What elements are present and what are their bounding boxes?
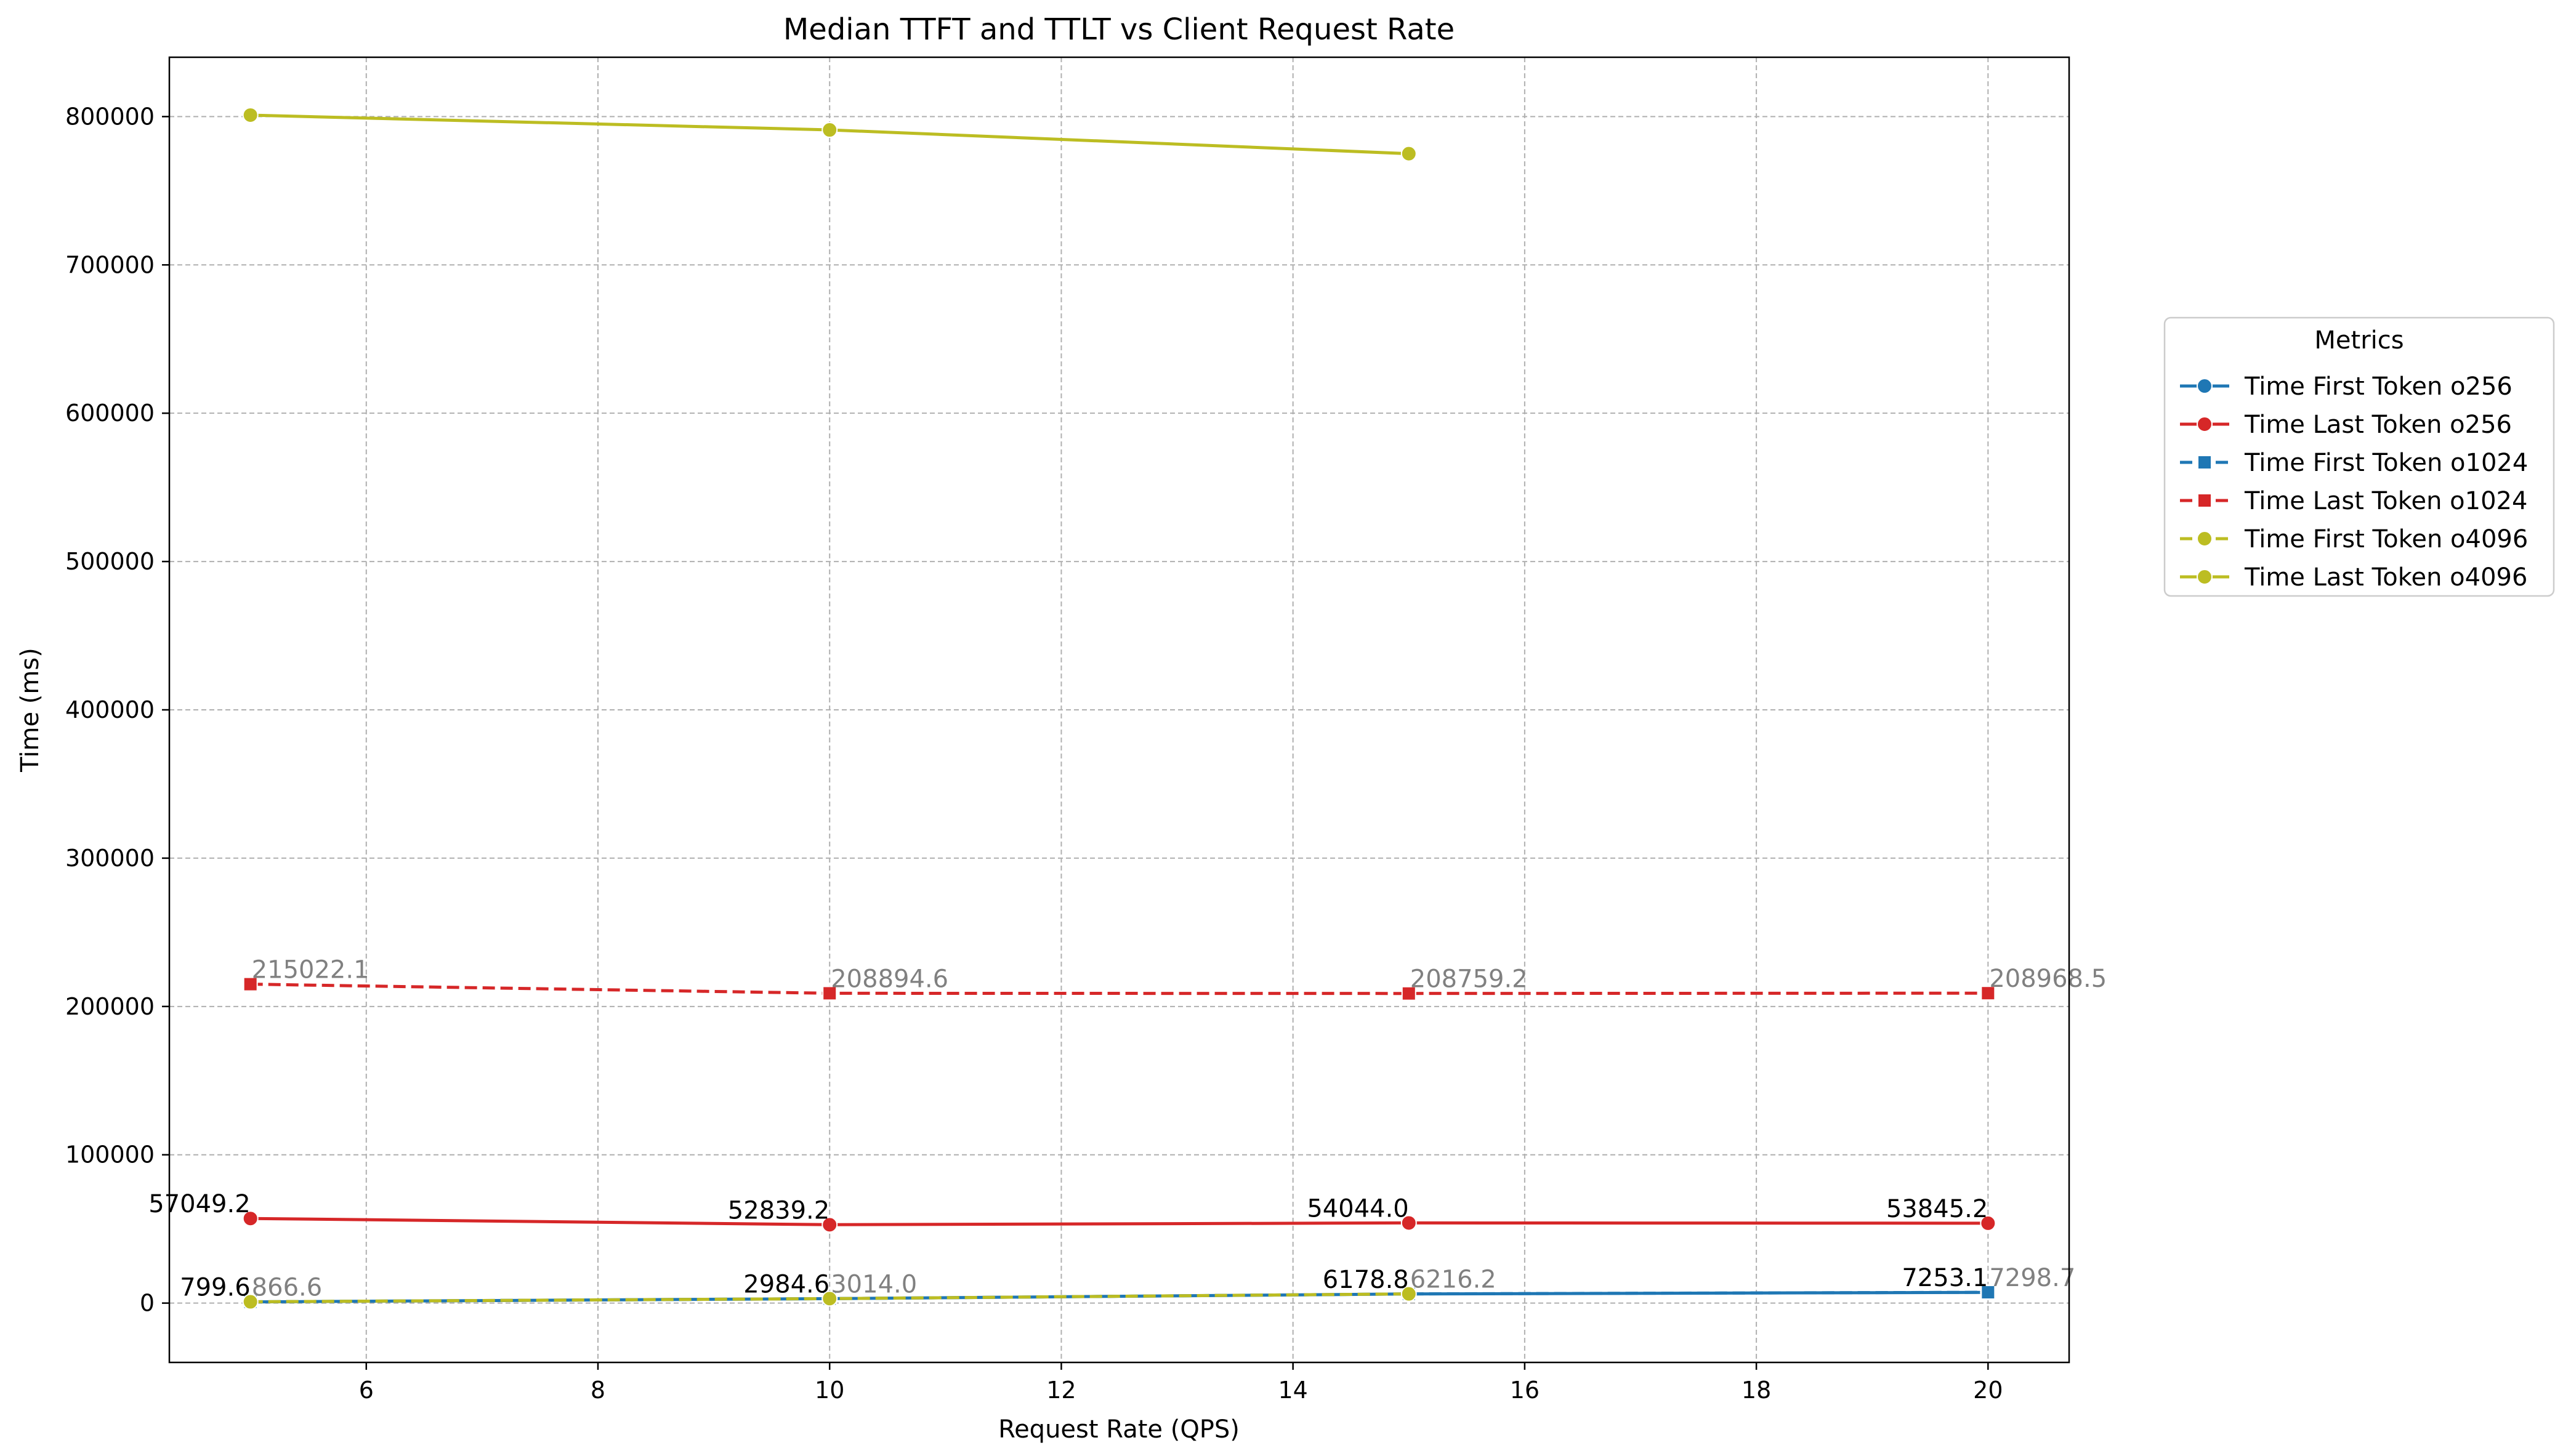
data-label: 54044.0 <box>1307 1194 1408 1223</box>
data-point <box>1401 986 1416 1001</box>
data-label: 7253.1 <box>1902 1264 1988 1292</box>
x-tick-label: 12 <box>1046 1377 1076 1404</box>
series-time-last-token-o256 <box>242 1210 1996 1233</box>
y-tick-label: 400000 <box>65 696 155 723</box>
x-tick-label: 6 <box>359 1377 374 1404</box>
x-tick-label: 8 <box>591 1377 605 1404</box>
legend: Metrics Time First Token o256 Time Last T… <box>2163 316 2555 597</box>
x-tick-label: 20 <box>1973 1377 2003 1404</box>
data-label: 2984.6 <box>743 1270 829 1298</box>
y-tick-label: 300000 <box>65 845 155 872</box>
data-point <box>1980 986 1996 1001</box>
data-point <box>1400 1215 1417 1231</box>
legend-entries: Time First Token o256 Time Last Token o25… <box>2180 372 2528 592</box>
series-time-last-token-o4096 <box>242 107 1417 162</box>
data-label: 53845.2 <box>1886 1195 1988 1223</box>
y-tick-label: 200000 <box>65 993 155 1020</box>
x-tick-label: 14 <box>1278 1377 1307 1404</box>
y-tick-label: 100000 <box>65 1141 155 1168</box>
series-line <box>250 983 1988 995</box>
legend-label: Time Last Token o4096 <box>2244 563 2527 592</box>
legend-marker <box>2197 455 2212 470</box>
data-point <box>242 1210 259 1227</box>
data-label: 799.6 <box>180 1274 251 1302</box>
data-point <box>1400 145 1417 162</box>
data-point <box>242 1293 259 1310</box>
data-label: 57049.2 <box>148 1190 250 1218</box>
grid <box>169 57 2069 1362</box>
data-point <box>821 122 838 139</box>
legend-marker <box>2197 416 2213 432</box>
x-tick-label: 10 <box>815 1377 844 1404</box>
data-point <box>822 986 838 1001</box>
y-tick-label: 700000 <box>65 251 155 278</box>
data-label: 7298.7 <box>1989 1264 2075 1292</box>
data-label: 208968.5 <box>1989 965 2107 993</box>
data-point <box>1980 1285 1996 1300</box>
series-time-last-token-o1024 <box>243 976 1996 1001</box>
data-label: 866.6 <box>252 1274 323 1302</box>
data-label: 208759.2 <box>1410 965 1528 994</box>
legend-label: Time First Token o4096 <box>2244 525 2528 553</box>
y-axis-title: Time (ms) <box>16 648 44 773</box>
y-tick-label: 800000 <box>65 103 155 130</box>
data-label: 208894.6 <box>831 965 948 993</box>
legend-marker <box>2197 531 2213 547</box>
legend-marker <box>2197 378 2213 394</box>
legend-label: Time First Token o1024 <box>2244 449 2528 477</box>
data-label: 6178.8 <box>1323 1266 1409 1294</box>
data-label: 6216.2 <box>1410 1266 1496 1294</box>
data-labels: 799.6 2984.6 6178.8 7253.1 57049.2 52839.2 540… <box>148 956 2107 1302</box>
series-group <box>242 107 1996 1310</box>
x-tick-label: 18 <box>1742 1377 1771 1404</box>
data-point <box>243 976 258 992</box>
axis-ticks: 6 8 10 12 14 16 18 20 0 100000 200000 300000 400000 5… <box>65 103 2003 1404</box>
chart-title: Median TTFT and TTLT vs Client Request R… <box>783 12 1455 47</box>
x-axis-title: Request Rate (QPS) <box>998 1415 1240 1444</box>
legend-box <box>2163 316 2555 597</box>
data-point <box>1980 1215 1996 1231</box>
data-label: 3014.0 <box>831 1270 917 1298</box>
legend-marker <box>2197 569 2213 585</box>
data-label: 52839.2 <box>728 1196 829 1225</box>
data-label: 215022.1 <box>252 956 369 984</box>
legend-label: Time Last Token o256 <box>2244 411 2512 439</box>
y-tick-label: 500000 <box>65 548 155 575</box>
y-tick-label: 0 <box>140 1290 155 1317</box>
data-point <box>821 1290 838 1307</box>
series-time-first-token-o4096 <box>242 1285 1417 1310</box>
x-tick-label: 16 <box>1510 1377 1540 1404</box>
y-tick-label: 600000 <box>65 400 155 427</box>
legend-marker <box>2197 493 2212 508</box>
legend-label: Time Last Token o1024 <box>2244 487 2527 515</box>
data-point <box>821 1217 838 1233</box>
data-point <box>242 107 259 123</box>
series-line <box>250 1217 1988 1226</box>
legend-label: Time First Token o256 <box>2244 372 2513 401</box>
legend-title: Metrics <box>2314 326 2404 355</box>
data-point <box>1400 1285 1417 1302</box>
